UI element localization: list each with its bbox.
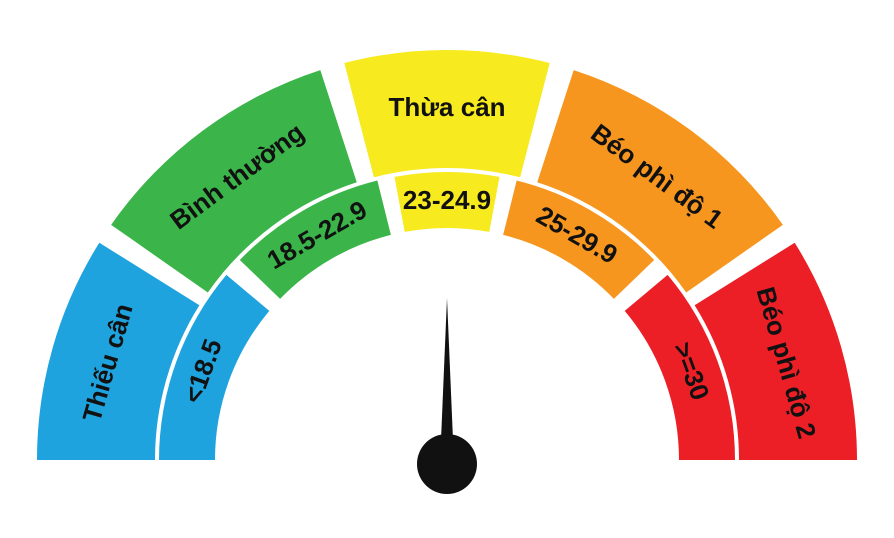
range-segment-2 bbox=[239, 180, 391, 299]
range-label-3: 23-24.9 bbox=[403, 185, 491, 215]
range-segment-3 bbox=[394, 171, 500, 232]
range-segment-1 bbox=[159, 274, 270, 460]
category-segment-5 bbox=[694, 242, 857, 460]
category-segment-2 bbox=[111, 70, 357, 293]
needle bbox=[417, 298, 477, 494]
category-segment-3 bbox=[344, 49, 550, 178]
range-segment-5 bbox=[624, 274, 735, 460]
category-label-3: Thừa cân bbox=[388, 92, 505, 122]
range-segment-4 bbox=[503, 180, 655, 299]
needle-pointer bbox=[441, 298, 453, 440]
category-segment-1 bbox=[37, 242, 200, 460]
category-segment-4 bbox=[537, 70, 783, 293]
needle-hub bbox=[417, 434, 477, 494]
